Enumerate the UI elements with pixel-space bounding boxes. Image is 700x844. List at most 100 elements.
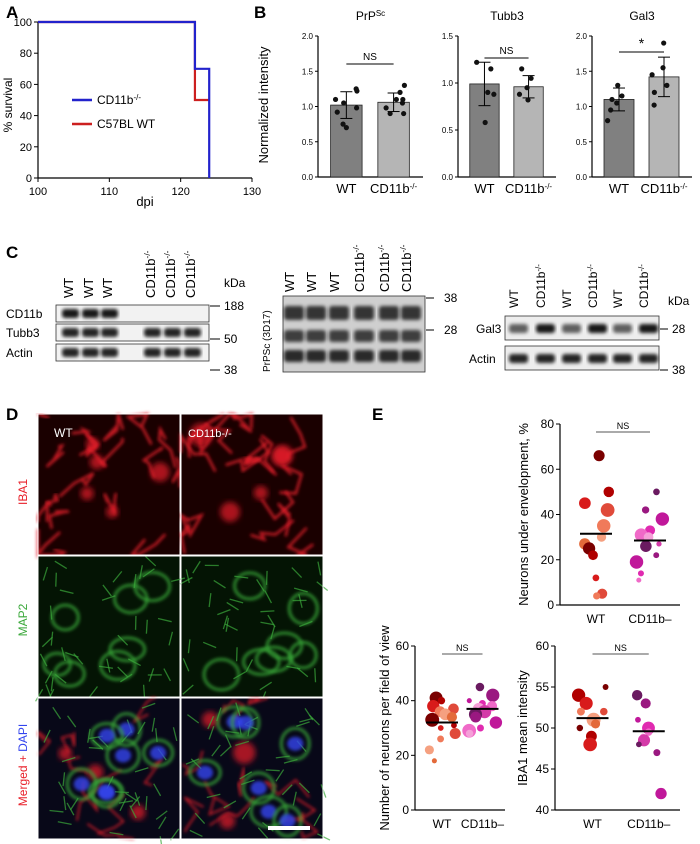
- panel-d-map2-dendrite: [265, 769, 280, 772]
- panel-d-map2-dendrite: [42, 566, 49, 581]
- panel-c-blot1-band: [82, 328, 99, 337]
- panel-e-ytick-label: 40: [541, 508, 555, 522]
- panel-c-lane-label: WT: [282, 272, 297, 292]
- panel-d-map2-dendrite: [59, 589, 74, 594]
- panel-letter-d: D: [6, 405, 18, 424]
- panel-d-map2-neuron: [188, 759, 222, 787]
- panel-d-dapi-nucleus: [98, 786, 115, 801]
- panel-b-data-point: [491, 91, 497, 97]
- panel-c-lane-label: WT: [327, 272, 342, 292]
- panel-c-blot3-band: [639, 324, 658, 333]
- panel-b-data-point: [383, 105, 389, 111]
- panel-d-map2-neuron: [50, 603, 80, 632]
- panel-c-blot1-row-label: CD11b: [6, 307, 43, 321]
- panel-d-iba1-process: [45, 443, 65, 468]
- panel-b-data-point: [651, 89, 657, 95]
- panel-c-blot1-band: [62, 348, 79, 357]
- panel-d-map2-neuron: [241, 771, 276, 805]
- panel-a-series-line-cd11b: [38, 20, 211, 178]
- legend-label-wt: C57BL WT: [97, 117, 156, 131]
- panel-b-data-point: [340, 121, 346, 127]
- panel-d-map2-dendrite: [155, 810, 168, 820]
- panel-d-dapi-nucleus: [98, 728, 115, 743]
- panel-c-blot1-band: [164, 348, 181, 357]
- panel-e-data-point: [486, 688, 500, 702]
- panel-e-data-point: [489, 716, 503, 729]
- panel-b-data-point: [664, 82, 670, 88]
- panel-c-blot2-band: [329, 330, 349, 342]
- panel-d-micrographs: [34, 412, 331, 844]
- panel-c-blot3-band: [639, 354, 658, 363]
- panel-c-marker-label: 28: [444, 323, 458, 337]
- panel-d-iba1-process: [157, 425, 177, 469]
- panel-c-lane-label: CD11b-/-: [376, 244, 392, 292]
- panel-e-category-label: WT: [587, 612, 606, 626]
- panel-c-blot1-band: [62, 309, 79, 318]
- panel-c-lane-label: CD11b-/-: [637, 264, 652, 308]
- panel-c-marker-label: 28: [672, 322, 686, 336]
- panel-d-iba1-process: [296, 797, 317, 823]
- panel-d-map2-dendrite: [213, 579, 226, 589]
- panel-b-ytick-label: 1.5: [442, 32, 454, 41]
- panel-c-marker-label: 38: [672, 363, 686, 377]
- panel-c-blot2-band: [379, 330, 399, 342]
- panel-d-map2-dendrite: [224, 734, 232, 748]
- panel-e-ylabel: IBA1 mean intensity: [515, 670, 530, 786]
- panel-d-map2-dendrite: [182, 684, 194, 695]
- panel-d-map2-dendrite: [117, 634, 129, 646]
- panel-c-blot2-ylabel: PrPSc (3D17): [262, 310, 273, 372]
- panel-b-category-label: WT: [609, 181, 629, 196]
- panel-c-lane-label: CD11b-/-: [534, 264, 549, 308]
- panel-a-ylabel: % survival: [1, 78, 15, 133]
- panel-c-blot2-band: [284, 330, 304, 342]
- panel-e-data-point: [629, 555, 644, 569]
- panel-d-map2-dendrite: [118, 800, 133, 804]
- panel-d-map2-dendrite: [222, 615, 229, 630]
- panel-b-ytick-label: 0.0: [442, 173, 454, 182]
- panel-d-map2-dendrite: [34, 688, 44, 702]
- panel-letter-c: C: [6, 243, 18, 262]
- panel-d-map2-dendrite: [54, 560, 68, 570]
- panel-e-ytick-label: 55: [536, 680, 550, 694]
- panel-c-lane-label: WT: [611, 289, 625, 308]
- panel-d-map2-dendrite: [235, 740, 250, 746]
- panel-e-ytick-label: 40: [536, 803, 550, 817]
- panel-b-ytick-label: 2.0: [302, 32, 314, 41]
- panel-e-data-point: [596, 532, 607, 542]
- panel-c-blot2-band: [401, 330, 421, 342]
- panel-d-dapi-nucleus: [260, 804, 277, 819]
- panel-d-map2-neuron: [133, 570, 172, 603]
- panel-e-data-point: [655, 787, 667, 800]
- panel-e-data-point: [636, 577, 642, 583]
- panel-d-col-label-wt: WT: [54, 426, 73, 440]
- panel-e-data-point: [576, 724, 584, 732]
- panel-e-data-point: [470, 711, 482, 723]
- panel-d-map2-dendrite: [185, 569, 190, 584]
- panel-e-data-point: [603, 486, 615, 498]
- panel-d-map2-dendrite: [313, 813, 322, 827]
- panel-e-category-label: WT: [433, 817, 452, 831]
- panel-e-data-point: [425, 712, 440, 727]
- panel-b-data-point: [488, 66, 494, 72]
- panel-e-scatter-plots: 0 20 40 60 80 Neurons under envelopment, % WT C…: [377, 417, 680, 831]
- panel-e-data-point: [448, 703, 459, 715]
- panel-c-blot1-band: [164, 328, 181, 337]
- panel-b-data-point: [401, 110, 407, 117]
- panel-e-data-point: [466, 698, 472, 704]
- panel-c-blot2-band: [379, 306, 399, 320]
- panel-e-data-point: [637, 570, 644, 577]
- panel-c-blot2-band: [354, 330, 374, 342]
- panel-d-iba1-process: [183, 796, 204, 833]
- panel-a-survival-chart: % survival dpi CD11b-/- C57BL WT 0 20 40 60…: [1, 17, 261, 209]
- panel-d-map2-dendrite: [298, 782, 310, 794]
- panel-d-iba1-process: [250, 519, 295, 542]
- panel-d-map2-dendrite: [257, 827, 269, 839]
- panel-c-blot1-row-label: Tubb3: [6, 326, 40, 340]
- panel-e-data-point: [579, 696, 593, 710]
- panel-d-map2-dendrite: [187, 639, 191, 654]
- panel-c-blot3-band: [588, 354, 607, 363]
- panel-d-map2-dendrite: [226, 601, 239, 611]
- panel-e-data-point: [597, 519, 611, 533]
- panel-e-data-point: [449, 727, 461, 739]
- panel-d-map2-dendrite: [293, 587, 308, 593]
